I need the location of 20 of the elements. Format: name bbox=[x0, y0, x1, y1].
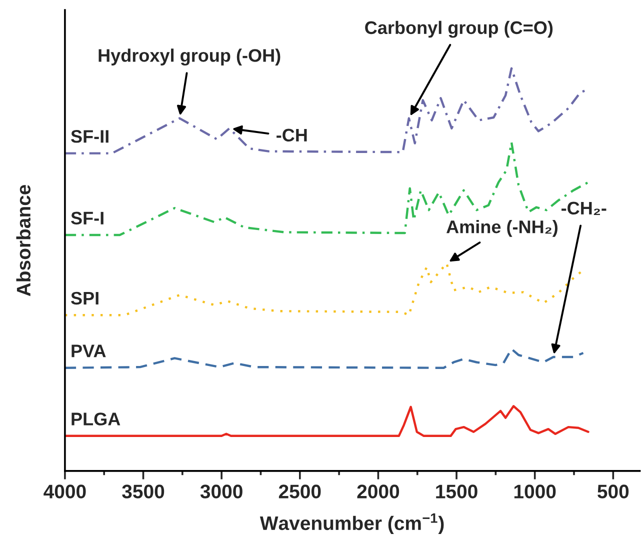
annotation: -CH₂- bbox=[562, 202, 606, 215]
y-axis-title: Absorbance bbox=[16, 184, 31, 296]
series-label: SF-II bbox=[71, 130, 108, 143]
x-tick-label: 4000 bbox=[44, 484, 86, 498]
series-label: SPI bbox=[71, 292, 98, 305]
x-tick-label: 500 bbox=[598, 484, 629, 498]
x-tick-label: 1000 bbox=[514, 484, 556, 498]
x-tick-label: 2000 bbox=[357, 484, 400, 498]
series-label: PVA bbox=[72, 344, 106, 358]
x-tick-label: 1500 bbox=[436, 484, 478, 498]
annotation: Carbonyl group (C=O) bbox=[365, 20, 553, 38]
series-label: PLGA bbox=[72, 412, 120, 426]
x-tick-label: 2500 bbox=[278, 484, 321, 498]
series-label: SF-I bbox=[71, 212, 104, 225]
x-tick-label: 3000 bbox=[200, 484, 242, 498]
annotation: Hydroxyl group (-OH) bbox=[98, 48, 280, 66]
annotation: -CH bbox=[276, 128, 307, 142]
annotation: Amine (-NH₂) bbox=[446, 220, 558, 237]
x-tick-label: 3500 bbox=[122, 484, 164, 498]
x-axis-title: Wavenumber (cm$^{−1}$) bbox=[260, 513, 444, 534]
